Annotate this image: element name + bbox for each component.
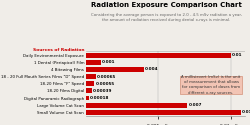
Text: 0.00018: 0.00018 (90, 96, 110, 100)
FancyBboxPatch shape (180, 76, 242, 94)
Text: Radiation Exposure Comparison Chart: Radiation Exposure Comparison Chart (91, 2, 242, 8)
Bar (86, 110, 241, 115)
Text: 0.007: 0.007 (188, 103, 202, 107)
Text: Considering the average person is exposed to 2.0 - 4.5 mSv radiation a year,
the: Considering the average person is expose… (90, 13, 242, 22)
Text: 0.00055: 0.00055 (95, 82, 114, 86)
Text: 0.01: 0.01 (232, 53, 242, 57)
Bar (86, 88, 92, 93)
Bar (86, 81, 94, 86)
Bar (86, 74, 96, 79)
Bar (86, 96, 89, 100)
Text: 0.001: 0.001 (102, 60, 115, 64)
Text: A millisievert (mSv) is the unit
of measurement that allows
for comparison of do: A millisievert (mSv) is the unit of meas… (182, 75, 241, 95)
Text: 0.00039: 0.00039 (93, 89, 112, 93)
Bar (86, 53, 231, 58)
Bar (86, 103, 187, 108)
Text: Sources of Radiation: Sources of Radiation (33, 48, 84, 52)
Bar (86, 60, 101, 65)
Text: 0.0107: 0.0107 (242, 110, 250, 114)
Text: 0.00065: 0.00065 (97, 75, 116, 79)
Bar (86, 67, 144, 72)
Text: 0.004: 0.004 (145, 68, 159, 71)
